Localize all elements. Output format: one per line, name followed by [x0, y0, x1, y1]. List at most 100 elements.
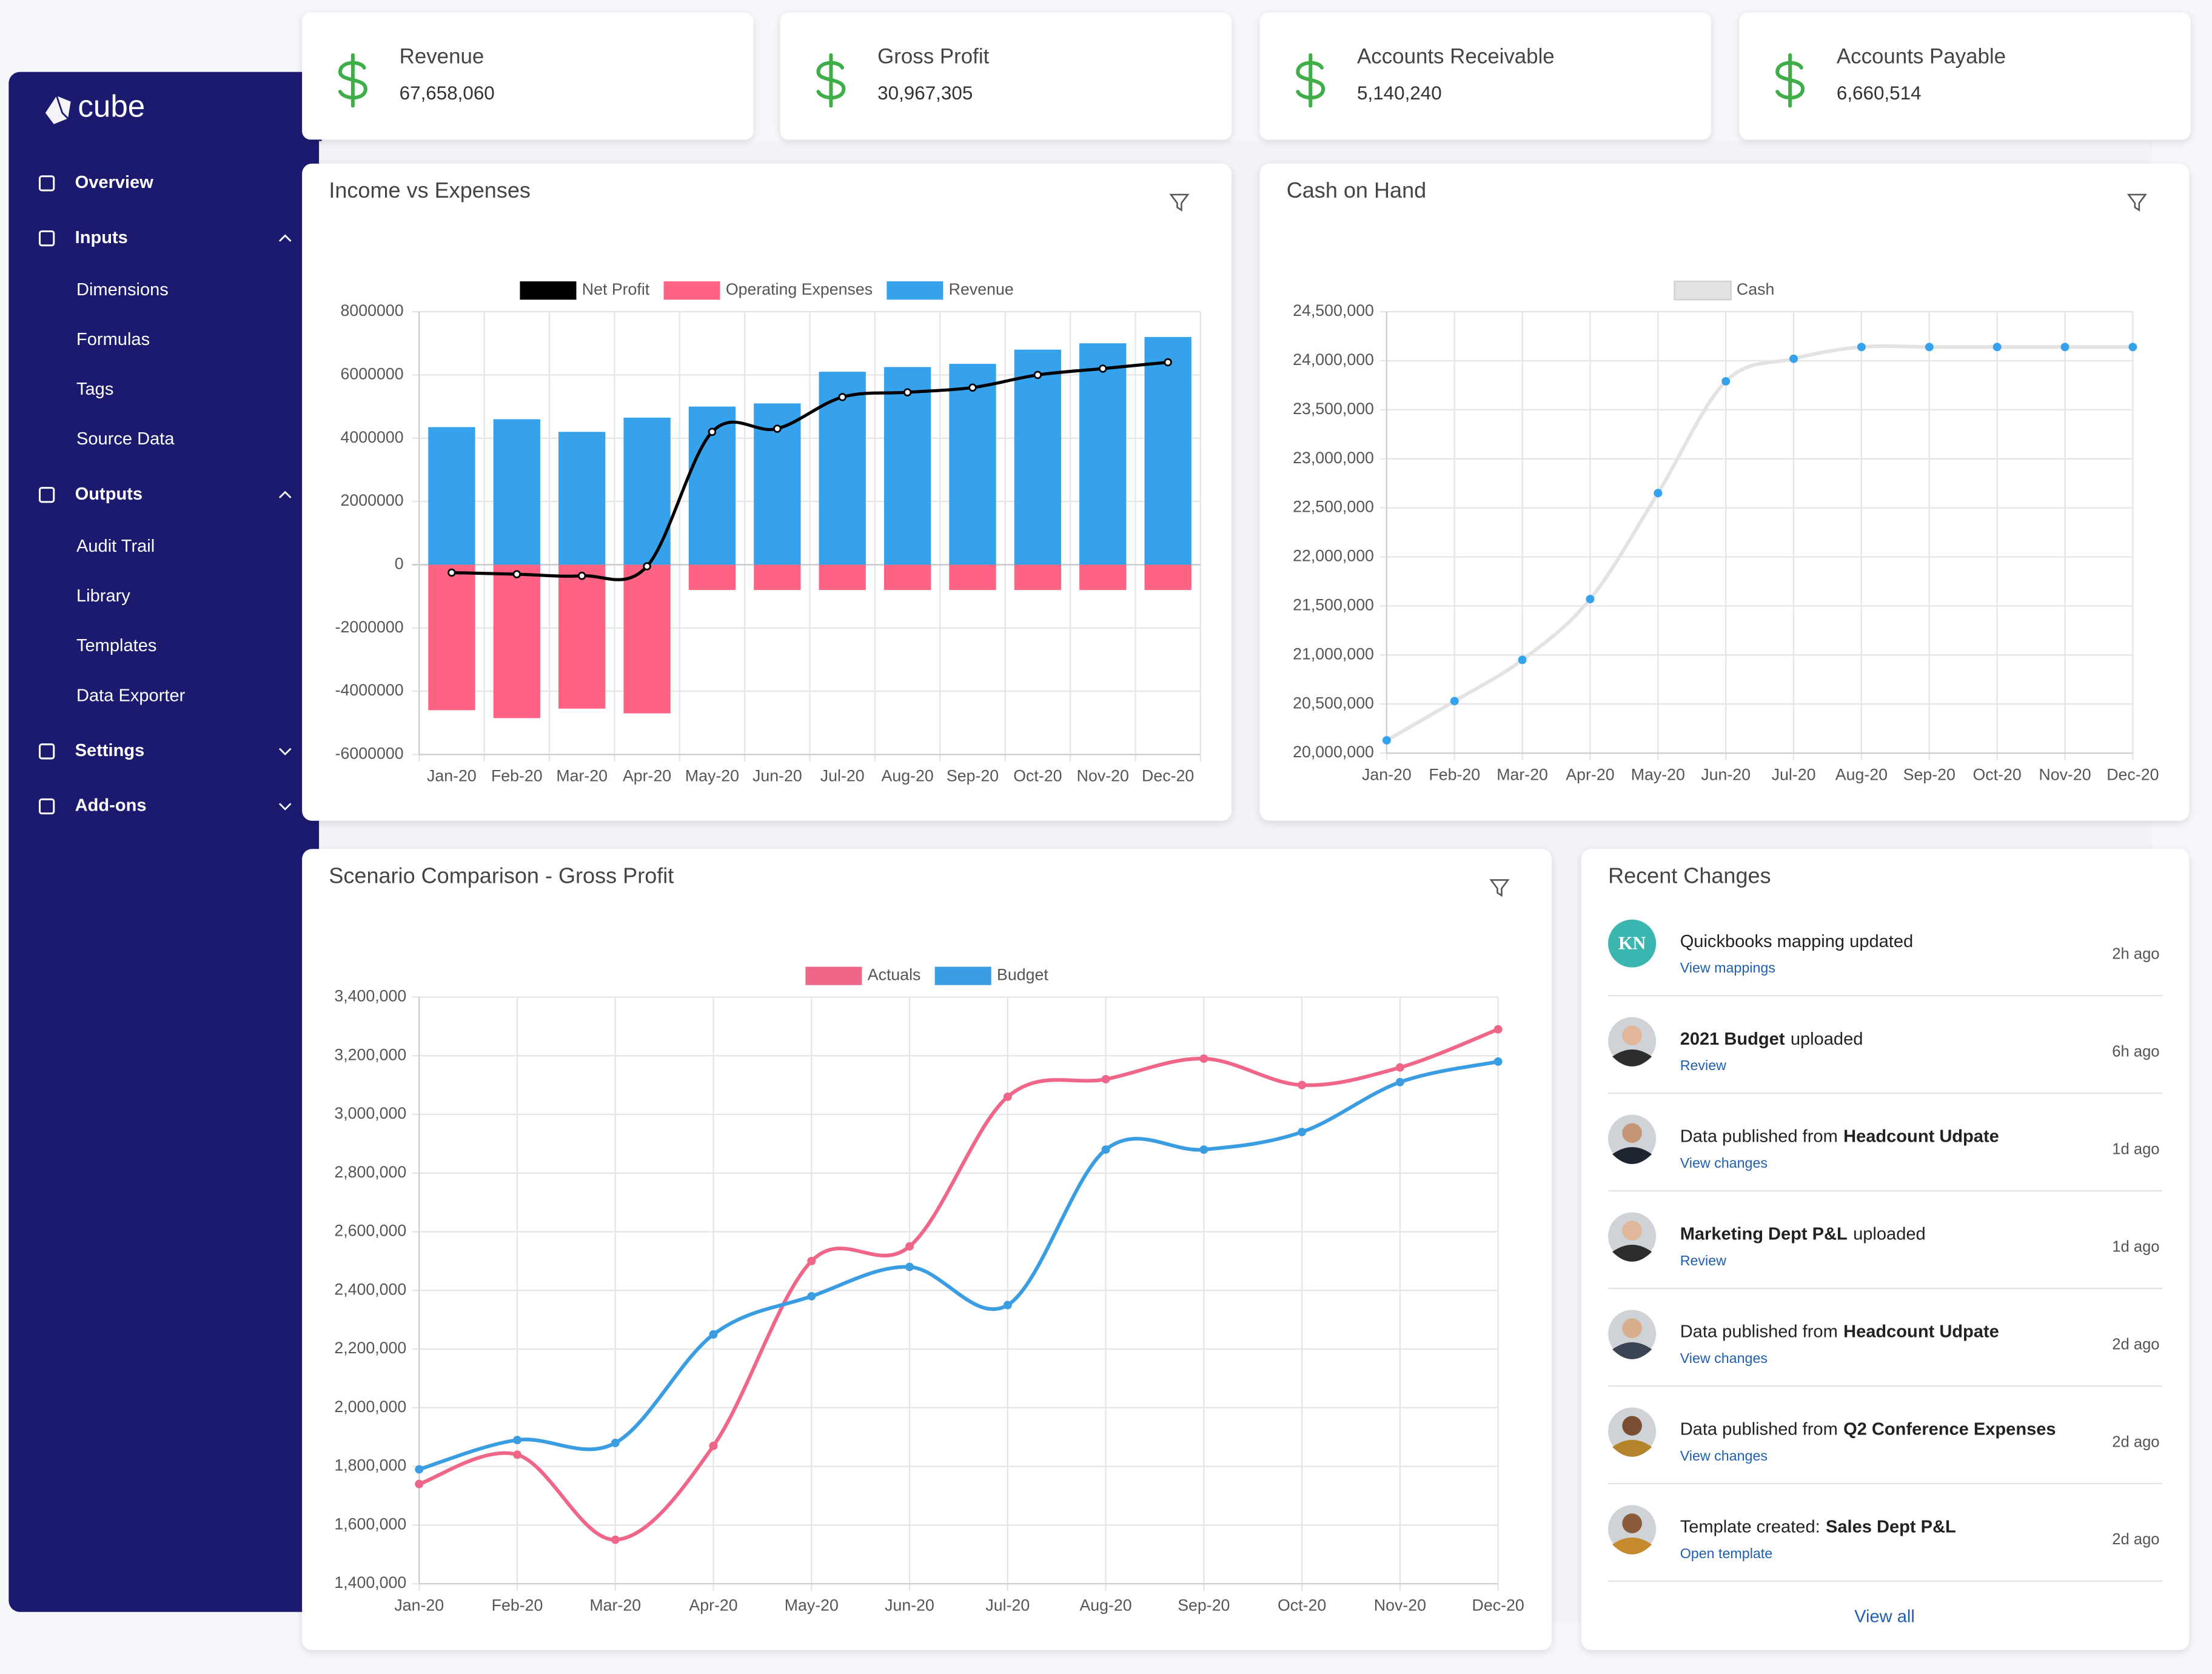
change-link[interactable]: View changes: [1680, 1448, 1768, 1464]
nav-subitem[interactable]: Source Data: [76, 429, 175, 449]
avatar: [1608, 919, 1657, 968]
legend-swatch: [1674, 280, 1732, 301]
filter-icon[interactable]: [1169, 193, 1190, 212]
nav-subitem[interactable]: Dimensions: [76, 280, 169, 300]
nav-item[interactable]: Inputs: [39, 228, 292, 247]
chart-title: Scenario Comparison - Gross Profit: [329, 863, 674, 888]
change-time: 2h ago: [2112, 945, 2159, 962]
y-tick-label: 23,000,000: [1293, 449, 1374, 467]
view-all-link[interactable]: View all: [1854, 1607, 1915, 1627]
y-tick-label: 1,400,000: [334, 1573, 406, 1592]
nav-subitem[interactable]: Templates: [76, 636, 156, 655]
x-tick-label: Apr-20: [689, 1596, 737, 1614]
nav-subitem[interactable]: Library: [76, 586, 130, 606]
bar: [493, 419, 540, 565]
nav-item[interactable]: Overview: [39, 173, 154, 192]
point: [1857, 343, 1866, 352]
avatar-body: [1612, 1439, 1652, 1457]
legend-label: Operating Expenses: [726, 280, 873, 298]
point: [1395, 1077, 1404, 1086]
nav-item[interactable]: Add-ons: [39, 796, 292, 815]
point: [1382, 736, 1391, 745]
legend-label: Actuals: [868, 966, 921, 984]
change-title: 2021 Budget uploaded: [1680, 1029, 1863, 1048]
recent-changes-card: [1581, 849, 2190, 1650]
y-tick-label: 23,500,000: [1293, 400, 1374, 418]
x-tick-label: Dec-20: [1142, 767, 1194, 785]
nav-subitem[interactable]: Data Exporter: [76, 686, 186, 705]
y-tick-label: 22,500,000: [1293, 498, 1374, 516]
y-tick-label: 24,500,000: [1293, 301, 1374, 320]
bar: [1144, 564, 1191, 591]
change-title-part: Data published from: [1680, 1127, 1838, 1146]
point: [807, 1292, 816, 1301]
change-link[interactable]: View mappings: [1680, 960, 1775, 976]
point: [611, 1438, 620, 1447]
nav-subitem[interactable]: Audit Trail: [76, 537, 155, 556]
change-title-part: Data published from: [1680, 1419, 1838, 1439]
kpi-label: Accounts Payable: [1837, 45, 2006, 69]
bar: [1079, 343, 1127, 565]
avatar-initials: KN: [1618, 932, 1646, 953]
nav-icon: [39, 798, 55, 815]
change-link[interactable]: View changes: [1680, 1350, 1768, 1366]
y-tick-label: 22,000,000: [1293, 547, 1374, 565]
nav-item[interactable]: Outputs: [39, 484, 292, 504]
logo-text: cube: [78, 89, 145, 124]
nav-item[interactable]: Settings: [39, 741, 292, 760]
y-tick-label: 21,000,000: [1293, 644, 1374, 663]
point: [1033, 370, 1042, 380]
x-tick-label: Jul-20: [985, 1596, 1030, 1614]
x-tick-label: Aug-20: [1835, 765, 1888, 783]
filter-icon[interactable]: [2127, 193, 2147, 212]
x-tick-label: Dec-20: [2106, 765, 2159, 783]
change-link[interactable]: View changes: [1680, 1155, 1768, 1171]
x-tick-label: Mar-20: [556, 767, 608, 785]
bar: [949, 364, 996, 565]
legend-swatch: [520, 281, 577, 300]
nav-subitem[interactable]: Tags: [76, 380, 113, 399]
point: [773, 424, 782, 433]
change-title: Quickbooks mapping updated: [1680, 931, 1914, 951]
nav-icon: [39, 230, 55, 247]
x-tick-label: Nov-20: [1374, 1596, 1426, 1614]
filter-icon[interactable]: [1489, 879, 1510, 897]
point: [1298, 1080, 1307, 1090]
point: [1789, 354, 1798, 363]
y-tick-label: 21,500,000: [1293, 595, 1374, 614]
x-tick-label: Feb-20: [492, 1596, 543, 1614]
point: [905, 1242, 914, 1251]
nav-subitem[interactable]: Formulas: [76, 330, 150, 349]
change-link[interactable]: Review: [1680, 1253, 1726, 1268]
change-title-part: Quickbooks mapping updated: [1680, 931, 1914, 951]
x-tick-label: Feb-20: [1429, 765, 1480, 783]
change-title-part: Marketing Dept P&L: [1680, 1224, 1848, 1244]
x-tick-label: Aug-20: [882, 767, 934, 785]
point: [1586, 595, 1595, 604]
change-title-part: Headcount Udpate: [1843, 1322, 1999, 1341]
point: [838, 393, 846, 401]
y-tick-label: -4000000: [335, 681, 404, 699]
bar: [558, 564, 606, 709]
x-tick-label: Dec-20: [1472, 1596, 1524, 1614]
logo-icon: [45, 95, 71, 124]
bar: [883, 367, 931, 565]
point: [447, 568, 456, 577]
change-link[interactable]: Open template: [1680, 1545, 1773, 1561]
legend-swatch: [805, 966, 862, 985]
bar: [819, 564, 866, 591]
dollar-icon: [1775, 53, 1805, 108]
x-tick-label: Aug-20: [1079, 1596, 1131, 1614]
change-title-part: Q2 Conference Expenses: [1843, 1419, 2056, 1439]
y-tick-label: 8000000: [341, 301, 404, 320]
change-title: Template created: Sales Dept P&L: [1680, 1517, 1956, 1536]
change-link[interactable]: Review: [1680, 1057, 1726, 1073]
point: [1003, 1301, 1012, 1310]
avatar-head: [1622, 1416, 1642, 1436]
x-tick-label: Jun-20: [1701, 765, 1751, 783]
x-tick-label: Sep-20: [1903, 765, 1956, 783]
change-title: Data published from Headcount Udpate: [1680, 1322, 1999, 1341]
change-title-part: 2021 Budget: [1680, 1029, 1785, 1048]
change-title-part: Template created:: [1680, 1517, 1820, 1536]
